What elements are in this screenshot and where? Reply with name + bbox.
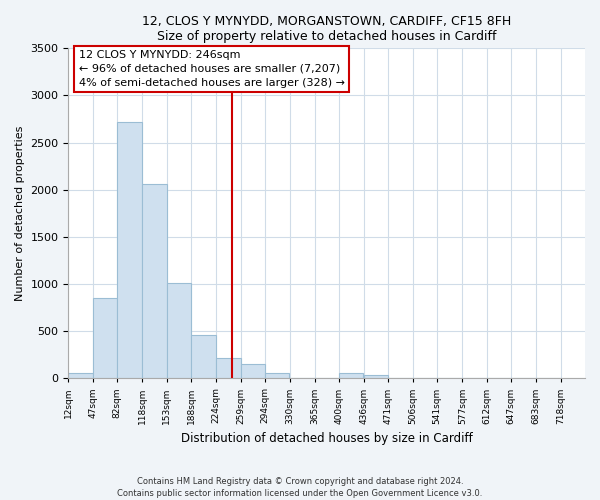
Bar xyxy=(142,184,167,378)
Bar xyxy=(364,376,388,378)
X-axis label: Distribution of detached houses by size in Cardiff: Distribution of detached houses by size … xyxy=(181,432,473,445)
Text: 12 CLOS Y MYNYDD: 246sqm
← 96% of detached houses are smaller (7,207)
4% of semi: 12 CLOS Y MYNYDD: 246sqm ← 96% of detach… xyxy=(79,50,345,88)
Text: Contains HM Land Registry data © Crown copyright and database right 2024.
Contai: Contains HM Land Registry data © Crown c… xyxy=(118,476,482,498)
Bar xyxy=(191,335,215,378)
Bar xyxy=(68,373,93,378)
Y-axis label: Number of detached properties: Number of detached properties xyxy=(15,126,25,301)
Bar xyxy=(167,283,191,378)
Title: 12, CLOS Y MYNYDD, MORGANSTOWN, CARDIFF, CF15 8FH
Size of property relative to d: 12, CLOS Y MYNYDD, MORGANSTOWN, CARDIFF,… xyxy=(142,15,511,43)
Bar xyxy=(265,372,289,378)
Bar xyxy=(117,122,142,378)
Bar xyxy=(339,373,364,378)
Bar xyxy=(93,298,117,378)
Bar xyxy=(216,358,241,378)
Bar xyxy=(241,364,265,378)
